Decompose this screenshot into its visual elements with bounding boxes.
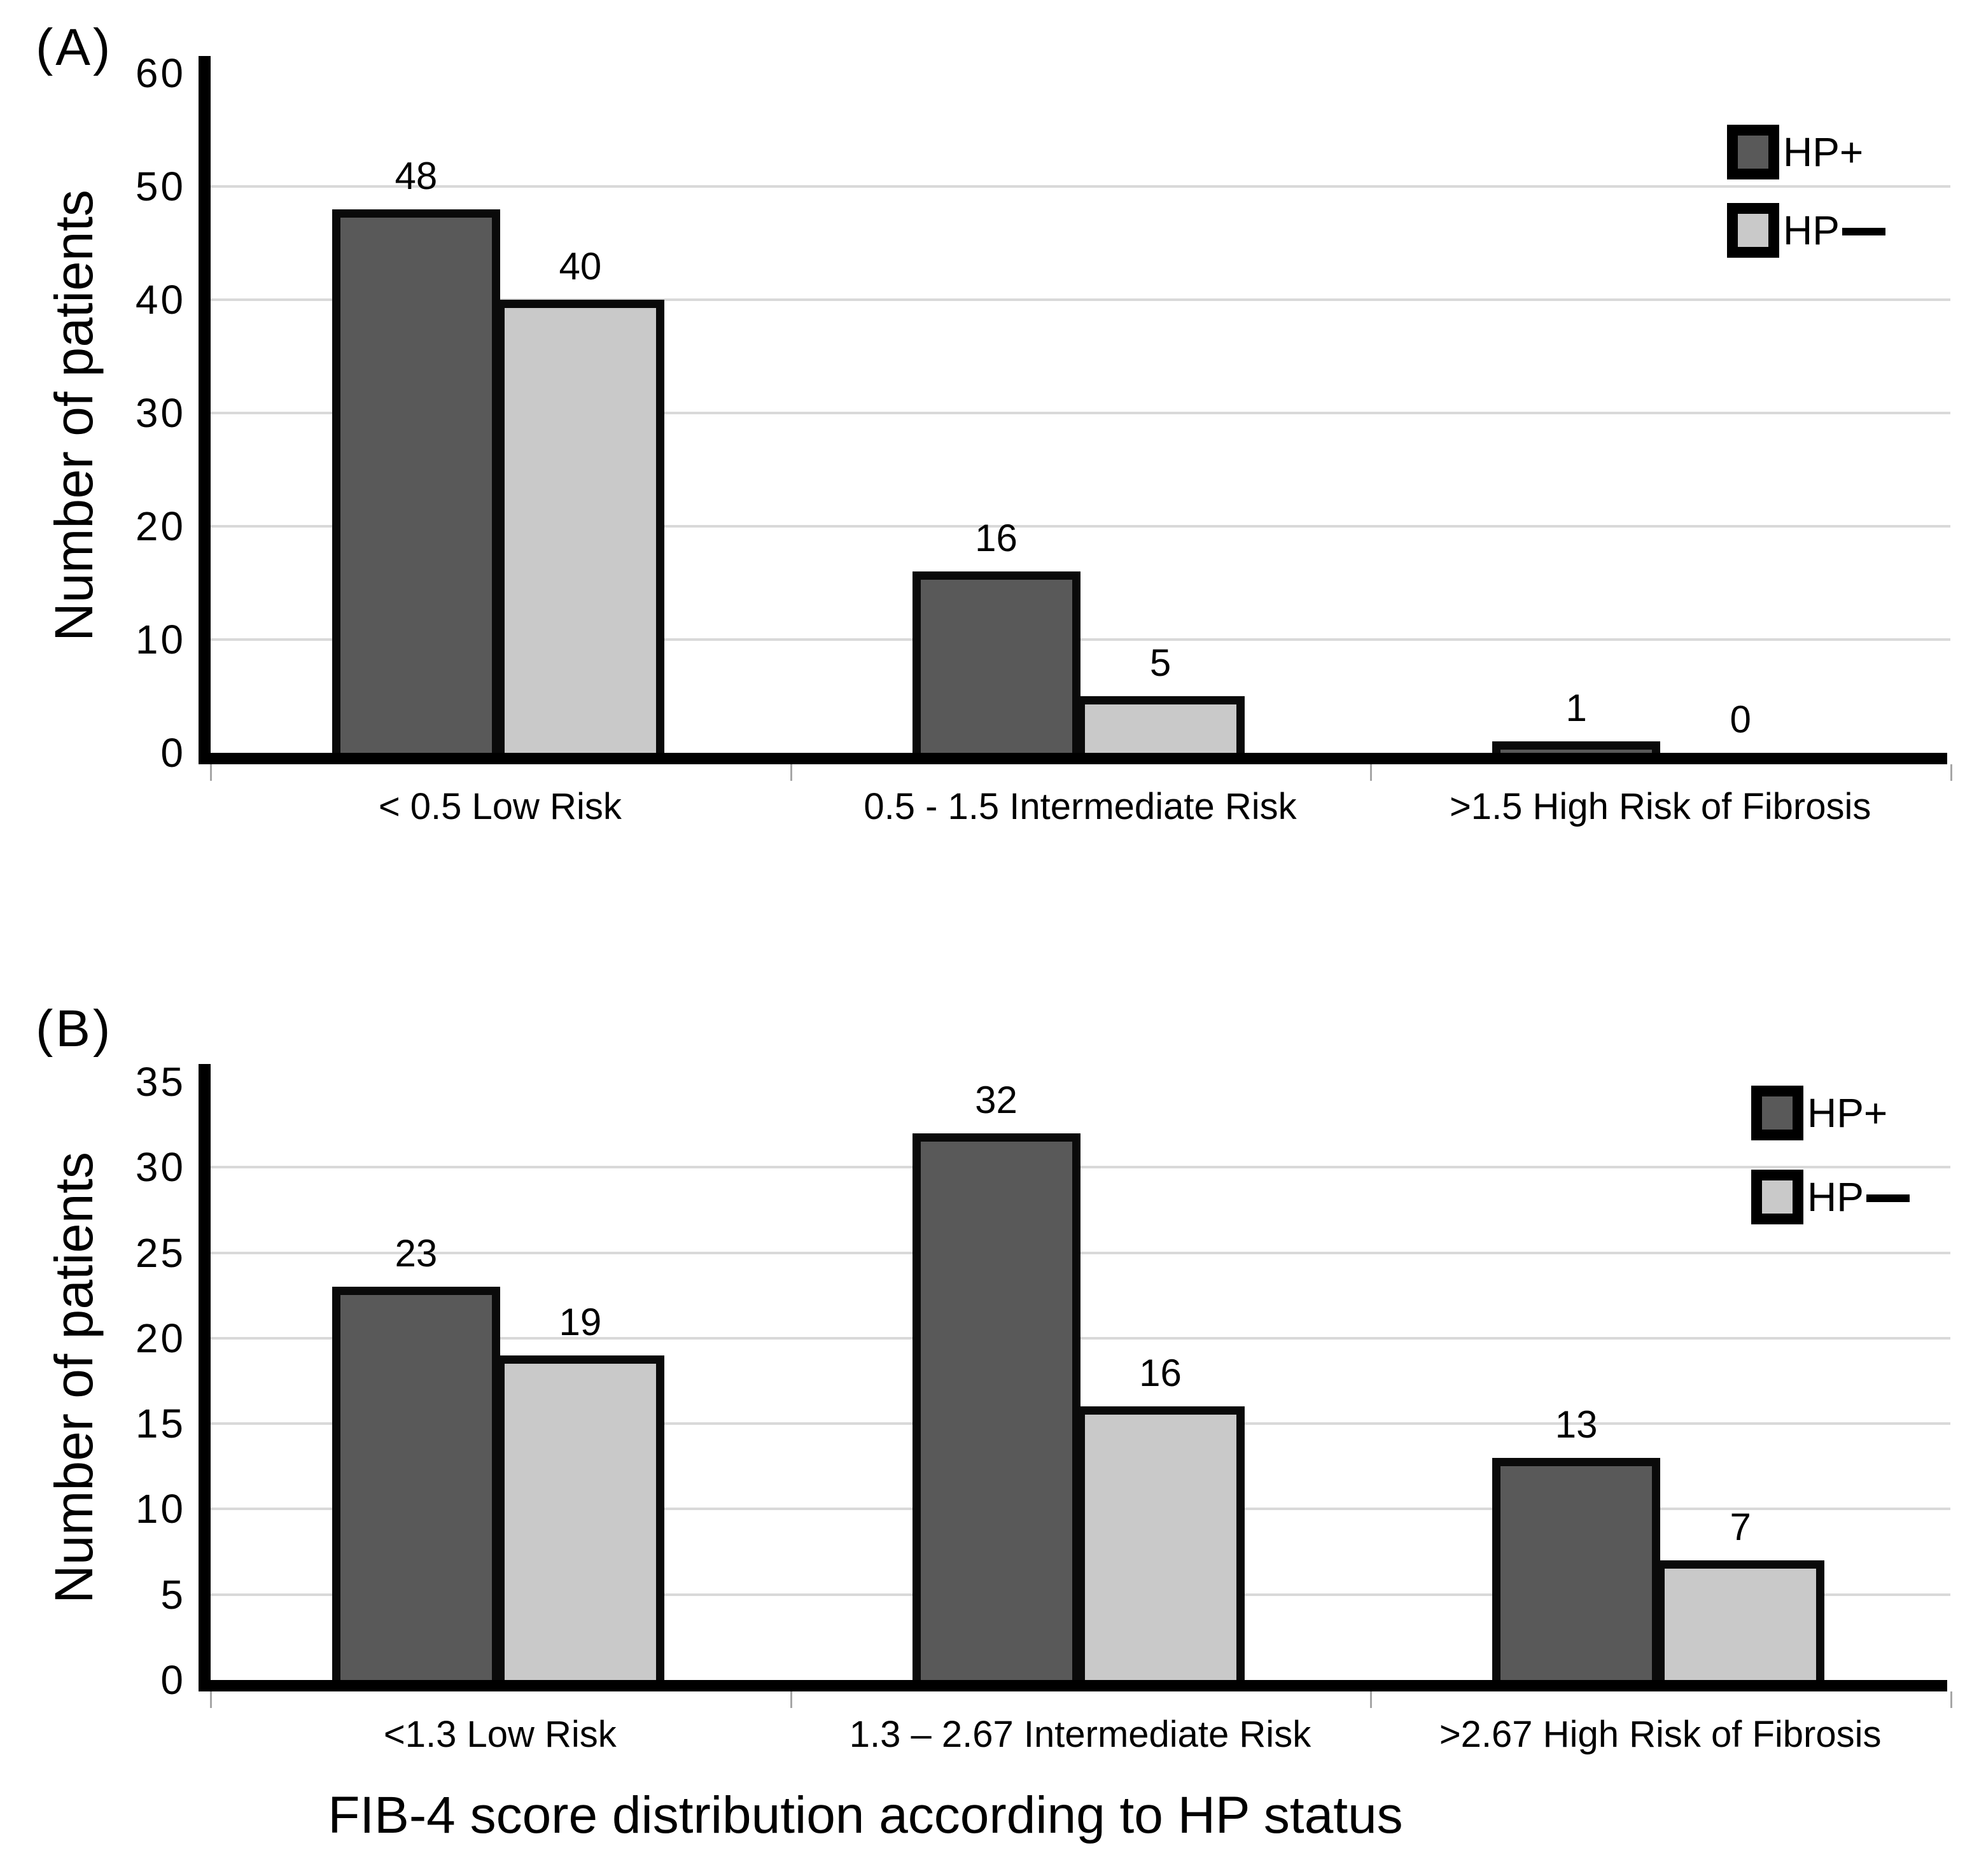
x-axis-tick-b — [790, 1691, 792, 1708]
legend-minus-dash — [1866, 1194, 1910, 1202]
y-tick-label-a-0: 0 — [160, 730, 186, 776]
legend-swatch-b-hp-minus — [1751, 1170, 1803, 1224]
gridline-a-40 — [210, 298, 1950, 301]
bar-value-label-b-hp-minus-0: 19 — [559, 1300, 602, 1343]
y-tick-label-b-5: 5 — [160, 1571, 186, 1618]
x-axis-tick-b — [1950, 1691, 1952, 1708]
y-tick-label-a-30: 30 — [135, 390, 186, 436]
legend-label-b-hp-minus: HP — [1807, 1170, 1910, 1224]
x-axis-line-b — [199, 1680, 1947, 1691]
y-tick-label-b-0: 0 — [160, 1657, 186, 1703]
gridline-a-10 — [210, 638, 1950, 641]
y-tick-label-a-20: 20 — [135, 503, 186, 549]
legend-label-a-hp-minus: HP — [1783, 203, 1885, 258]
bar-value-label-a-hp-plus-1: 16 — [975, 517, 1017, 560]
bar-a-hp-plus-1 — [912, 571, 1080, 755]
legend-swatch-fill-a — [1738, 136, 1768, 169]
legend-swatch-fill-b — [1762, 1096, 1793, 1130]
bar-value-label-b-hp-minus-2: 7 — [1730, 1506, 1751, 1548]
y-tick-label-a-10: 10 — [135, 617, 186, 662]
legend-swatch-fill-a — [1738, 214, 1768, 247]
x-axis-tick-b — [210, 1691, 212, 1708]
legend-swatch-a-hp-plus — [1727, 125, 1779, 179]
legend-swatch-a-hp-minus — [1727, 203, 1779, 258]
bar-value-label-a-hp-plus-0: 48 — [395, 154, 438, 197]
bar-value-label-b-hp-plus-2: 13 — [1555, 1403, 1598, 1446]
gridline-b-30 — [210, 1166, 1950, 1169]
bar-a-hp-minus-1 — [1076, 696, 1245, 755]
legend-label-a-hp-plus: HP+ — [1783, 129, 1864, 175]
panel-b-y-axis-title: Number of patients — [44, 1152, 104, 1604]
x-axis-tick-a — [1370, 764, 1373, 781]
y-tick-label-b-10: 10 — [135, 1486, 186, 1532]
bar-value-label-a-hp-minus-2: 0 — [1730, 698, 1751, 741]
gridline-a-50 — [210, 185, 1950, 188]
bar-b-hp-plus-0 — [332, 1287, 500, 1683]
y-axis-line-a — [199, 56, 211, 764]
x-category-label-a-1: 0.5 - 1.5 Intermediate Risk — [864, 786, 1297, 827]
y-tick-label-b-25: 25 — [135, 1229, 186, 1276]
bar-value-label-b-hp-minus-1: 16 — [1139, 1352, 1182, 1395]
x-category-label-b-0: <1.3 Low Risk — [383, 1714, 617, 1755]
gridline-b-20 — [210, 1336, 1950, 1340]
panel-a-label: (A) — [36, 18, 113, 76]
bar-value-label-b-hp-plus-0: 23 — [395, 1232, 438, 1275]
bar-a-hp-plus-0 — [332, 209, 500, 755]
y-tick-label-b-20: 20 — [135, 1315, 186, 1361]
legend-swatch-b-hp-plus — [1751, 1086, 1803, 1140]
gridline-a-20 — [210, 525, 1950, 528]
bar-b-hp-minus-0 — [496, 1355, 664, 1683]
y-tick-label-a-60: 60 — [135, 50, 186, 96]
legend-minus-dash — [1842, 228, 1885, 235]
x-category-label-b-2: >2.67 High Risk of Fibrosis — [1439, 1714, 1882, 1755]
legend-label-b-hp-plus: HP+ — [1807, 1090, 1888, 1136]
bar-a-hp-plus-2 — [1492, 741, 1661, 755]
bar-value-label-a-hp-minus-1: 5 — [1149, 641, 1171, 684]
x-category-label-b-1: 1.3 – 2.67 Intermediate Risk — [849, 1714, 1311, 1755]
y-tick-label-a-50: 50 — [135, 164, 186, 209]
bar-b-hp-minus-1 — [1076, 1406, 1245, 1683]
bar-value-label-a-hp-plus-2: 1 — [1565, 687, 1587, 730]
y-tick-label-b-15: 15 — [135, 1401, 186, 1447]
bar-value-label-b-hp-plus-1: 32 — [975, 1078, 1017, 1121]
y-axis-line-b — [199, 1064, 211, 1691]
x-category-label-a-2: >1.5 High Risk of Fibrosis — [1449, 786, 1871, 827]
bar-a-hp-minus-0 — [496, 300, 664, 755]
bar-b-hp-plus-1 — [912, 1133, 1080, 1683]
x-axis-tick-a — [790, 764, 792, 781]
x-axis-tick-a — [1950, 764, 1952, 781]
gridline-a-30 — [210, 412, 1950, 414]
bar-b-hp-minus-2 — [1656, 1560, 1825, 1683]
x-category-label-a-0: < 0.5 Low Risk — [378, 786, 622, 827]
figure-title: FIB-4 score distribution according to HP… — [328, 1786, 1403, 1844]
bar-value-label-a-hp-minus-0: 40 — [559, 245, 602, 288]
y-tick-label-a-40: 40 — [135, 277, 186, 323]
x-axis-tick-b — [1370, 1691, 1373, 1708]
y-tick-label-b-30: 30 — [135, 1144, 186, 1191]
x-axis-line-a — [199, 753, 1947, 764]
x-axis-tick-a — [210, 764, 212, 781]
y-tick-label-b-35: 35 — [135, 1059, 186, 1105]
panel-b-label: (B) — [36, 1000, 113, 1058]
gridline-b-25 — [210, 1251, 1950, 1254]
legend-swatch-fill-b — [1762, 1180, 1793, 1214]
bar-b-hp-plus-2 — [1492, 1457, 1661, 1683]
